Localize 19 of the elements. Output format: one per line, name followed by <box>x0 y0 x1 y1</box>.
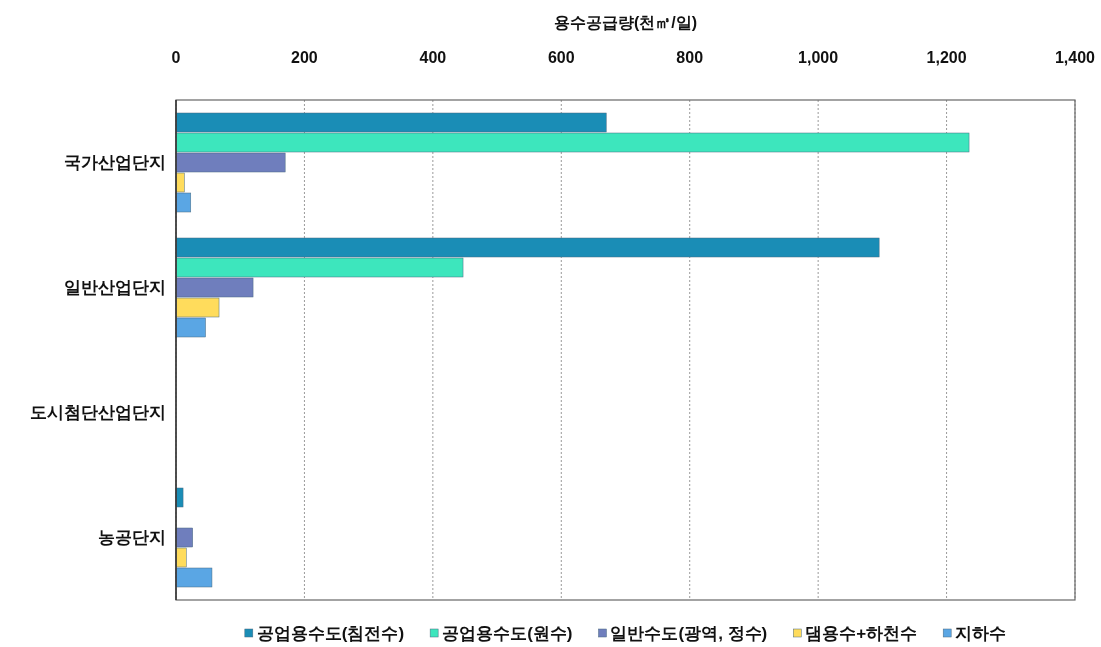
x-tick-label: 800 <box>676 48 704 66</box>
x-axis-title: 용수공급량(천㎥/일) <box>553 13 698 31</box>
x-tick-label: 200 <box>291 48 318 66</box>
legend-label: 댐용수+하천수 <box>805 623 918 643</box>
y-tick-label: 농공단지 <box>98 528 166 547</box>
legend-label: 공업용수도(원수) <box>442 623 573 643</box>
x-tick-label: 0 <box>171 48 181 66</box>
x-tick-label: 1,400 <box>1054 48 1096 66</box>
legend-label: 공업용수도(침전수) <box>256 623 405 643</box>
y-tick-label: 일반산업단지 <box>64 278 166 297</box>
x-tick-label: 600 <box>547 48 575 66</box>
legend-label: 지하수 <box>955 623 1007 643</box>
y-tick-label: 국가산업단지 <box>64 153 166 172</box>
y-tick-label: 도시첨단산업단지 <box>30 403 166 422</box>
bar <box>175 487 184 508</box>
x-tick-label: 400 <box>419 48 447 66</box>
x-tick-label: 1,200 <box>926 48 967 66</box>
legend-label: 일반수도(광역, 정수) <box>610 623 768 643</box>
x-tick-label: 1,000 <box>798 48 839 66</box>
